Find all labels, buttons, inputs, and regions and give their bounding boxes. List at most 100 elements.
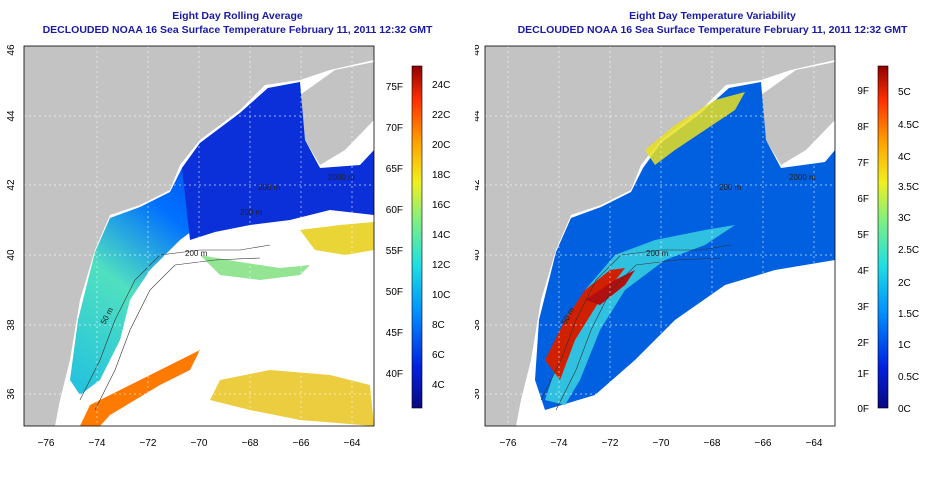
colorbar-f-label: 6F [857,194,869,205]
colorbar-f-label: 5F [857,230,869,241]
x-tick-label: −68 [242,438,259,449]
green-filament [200,255,310,280]
x-tick-label: −66 [755,438,772,449]
right-title: Eight Day Temperature Variability [629,10,796,22]
y-tick-label: 38 [475,319,482,331]
colorbar-c-label: 2C [898,278,911,289]
x-tick-label: −72 [140,438,157,449]
map-frame [484,45,836,427]
right-map-figure: 200 m 200 m 50 m 2000 m −76 −74 −72 −70 … [471,44,919,449]
colorbar-f-label: 9F [857,86,869,97]
x-tick-label: −76 [38,438,55,449]
y-tick-label: 44 [475,110,482,122]
colorbar-f-label: 55F [386,246,403,257]
variability-high [545,268,625,380]
y-tick-label: 44 [6,110,17,122]
contour-label: 200 m [185,249,208,258]
colorbar [877,65,889,409]
colorbar-c-label: 14C [432,230,450,241]
colorbar-f-label: 3F [857,302,869,313]
x-tick-label: −64 [344,438,361,449]
colorbar-f-label: 75F [386,82,403,93]
contour-200m [540,244,732,401]
colorbar-c-label: 5C [898,87,911,98]
colorbar-c-label: 4C [432,380,445,391]
land [485,46,835,426]
warm-filament [210,370,374,426]
colorbar-c-label: 0C [898,404,911,415]
variability-yellow [645,92,745,165]
x-tick-label: −70 [191,438,208,449]
x-tick-label: −70 [653,438,670,449]
contour-label: 200 m [240,208,263,217]
x-tick-label: −72 [602,438,619,449]
x-tick-label: −76 [500,438,517,449]
colorbar-c-label: 6C [432,350,445,361]
map-frame [23,45,375,427]
colorbar [411,65,423,409]
x-tick-label: −74 [551,438,568,449]
y-tick-label: 42 [6,179,17,191]
colorbar-f-label: 60F [386,205,403,216]
nova-scotia-land [300,62,374,165]
colorbar-c-label: 16C [432,200,450,211]
contour-label: 200 m [258,183,281,192]
contour-200m [79,244,271,401]
colorbar-c-label: 18C [432,170,450,181]
x-tick-label: −64 [806,438,823,449]
gulf-of-maine-cold [182,85,374,240]
colorbar-f-label: 8F [857,122,869,133]
colorbar-c-label: 3.5C [898,182,919,193]
colorbar-c-label: 1.5C [898,309,919,320]
y-tick-label: 38 [6,319,17,331]
colorbar-c-label: 10C [432,290,450,301]
gulf-stream-warm [80,350,200,426]
colorbar-f-label: 65F [386,164,403,175]
y-tick-label: 42 [475,179,482,191]
colorbar-c-label: 8C [432,320,445,331]
left-map-figure: 200 m 200 m 200 m 50 m 2000 m −76 −74 −7… [6,44,450,449]
contour-label: 200 m [646,249,669,258]
right-subtitle: DECLOUDED NOAA 16 Sea Surface Temperatur… [517,24,908,36]
colorbar-c-label: 3C [898,213,911,224]
y-tick-label: 40 [6,249,17,261]
colorbar-f-label: 0F [857,404,869,415]
contour-2000m [555,257,722,411]
x-tick-label: −66 [293,438,310,449]
contour-label: 2000 m [328,173,355,182]
y-tick-label: 36 [475,388,482,400]
right-panel: Eight Day Temperature Variability DECLOU… [471,0,950,475]
y-tick-label: 40 [475,249,482,261]
land [24,46,374,426]
colorbar-f-label: 45F [386,328,403,339]
contour-label: 200 m [719,183,742,192]
colorbar-c-label: 2.5C [898,245,919,256]
nova-scotia-land [761,62,835,165]
x-tick-label: −74 [89,438,106,449]
left-title: Eight Day Rolling Average [172,10,303,22]
contour-label: 2000 m [789,173,816,182]
colorbar-f-label: 50F [386,287,403,298]
colorbar-f-label: 4F [857,266,869,277]
y-tick-label: 46 [475,44,482,56]
contour-2000m [94,257,261,411]
yellow-patch [300,222,374,255]
colorbar-f-label: 70F [386,123,403,134]
colorbar-f-label: 1F [857,369,869,380]
left-subtitle: DECLOUDED NOAA 16 Sea Surface Temperatur… [42,24,433,36]
colorbar-c-label: 4C [898,152,911,163]
colorbar-c-label: 22C [432,110,450,121]
colorbar-c-label: 20C [432,140,450,151]
colorbar-c-label: 4.5C [898,120,919,131]
colorbar-c-label: 1C [898,340,911,351]
colorbar-c-label: 12C [432,260,450,271]
colorbar-c-label: 0.5C [898,372,919,383]
colorbar-f-label: 7F [857,158,869,169]
colorbar-f-label: 2F [857,338,869,349]
left-panel: Eight Day Rolling Average DECLOUDED NOAA… [0,0,475,475]
x-tick-label: −68 [704,438,721,449]
colorbar-c-label: 24C [432,80,450,91]
colorbar-f-label: 40F [386,369,403,380]
y-tick-label: 36 [6,388,17,400]
y-tick-label: 46 [6,44,17,56]
